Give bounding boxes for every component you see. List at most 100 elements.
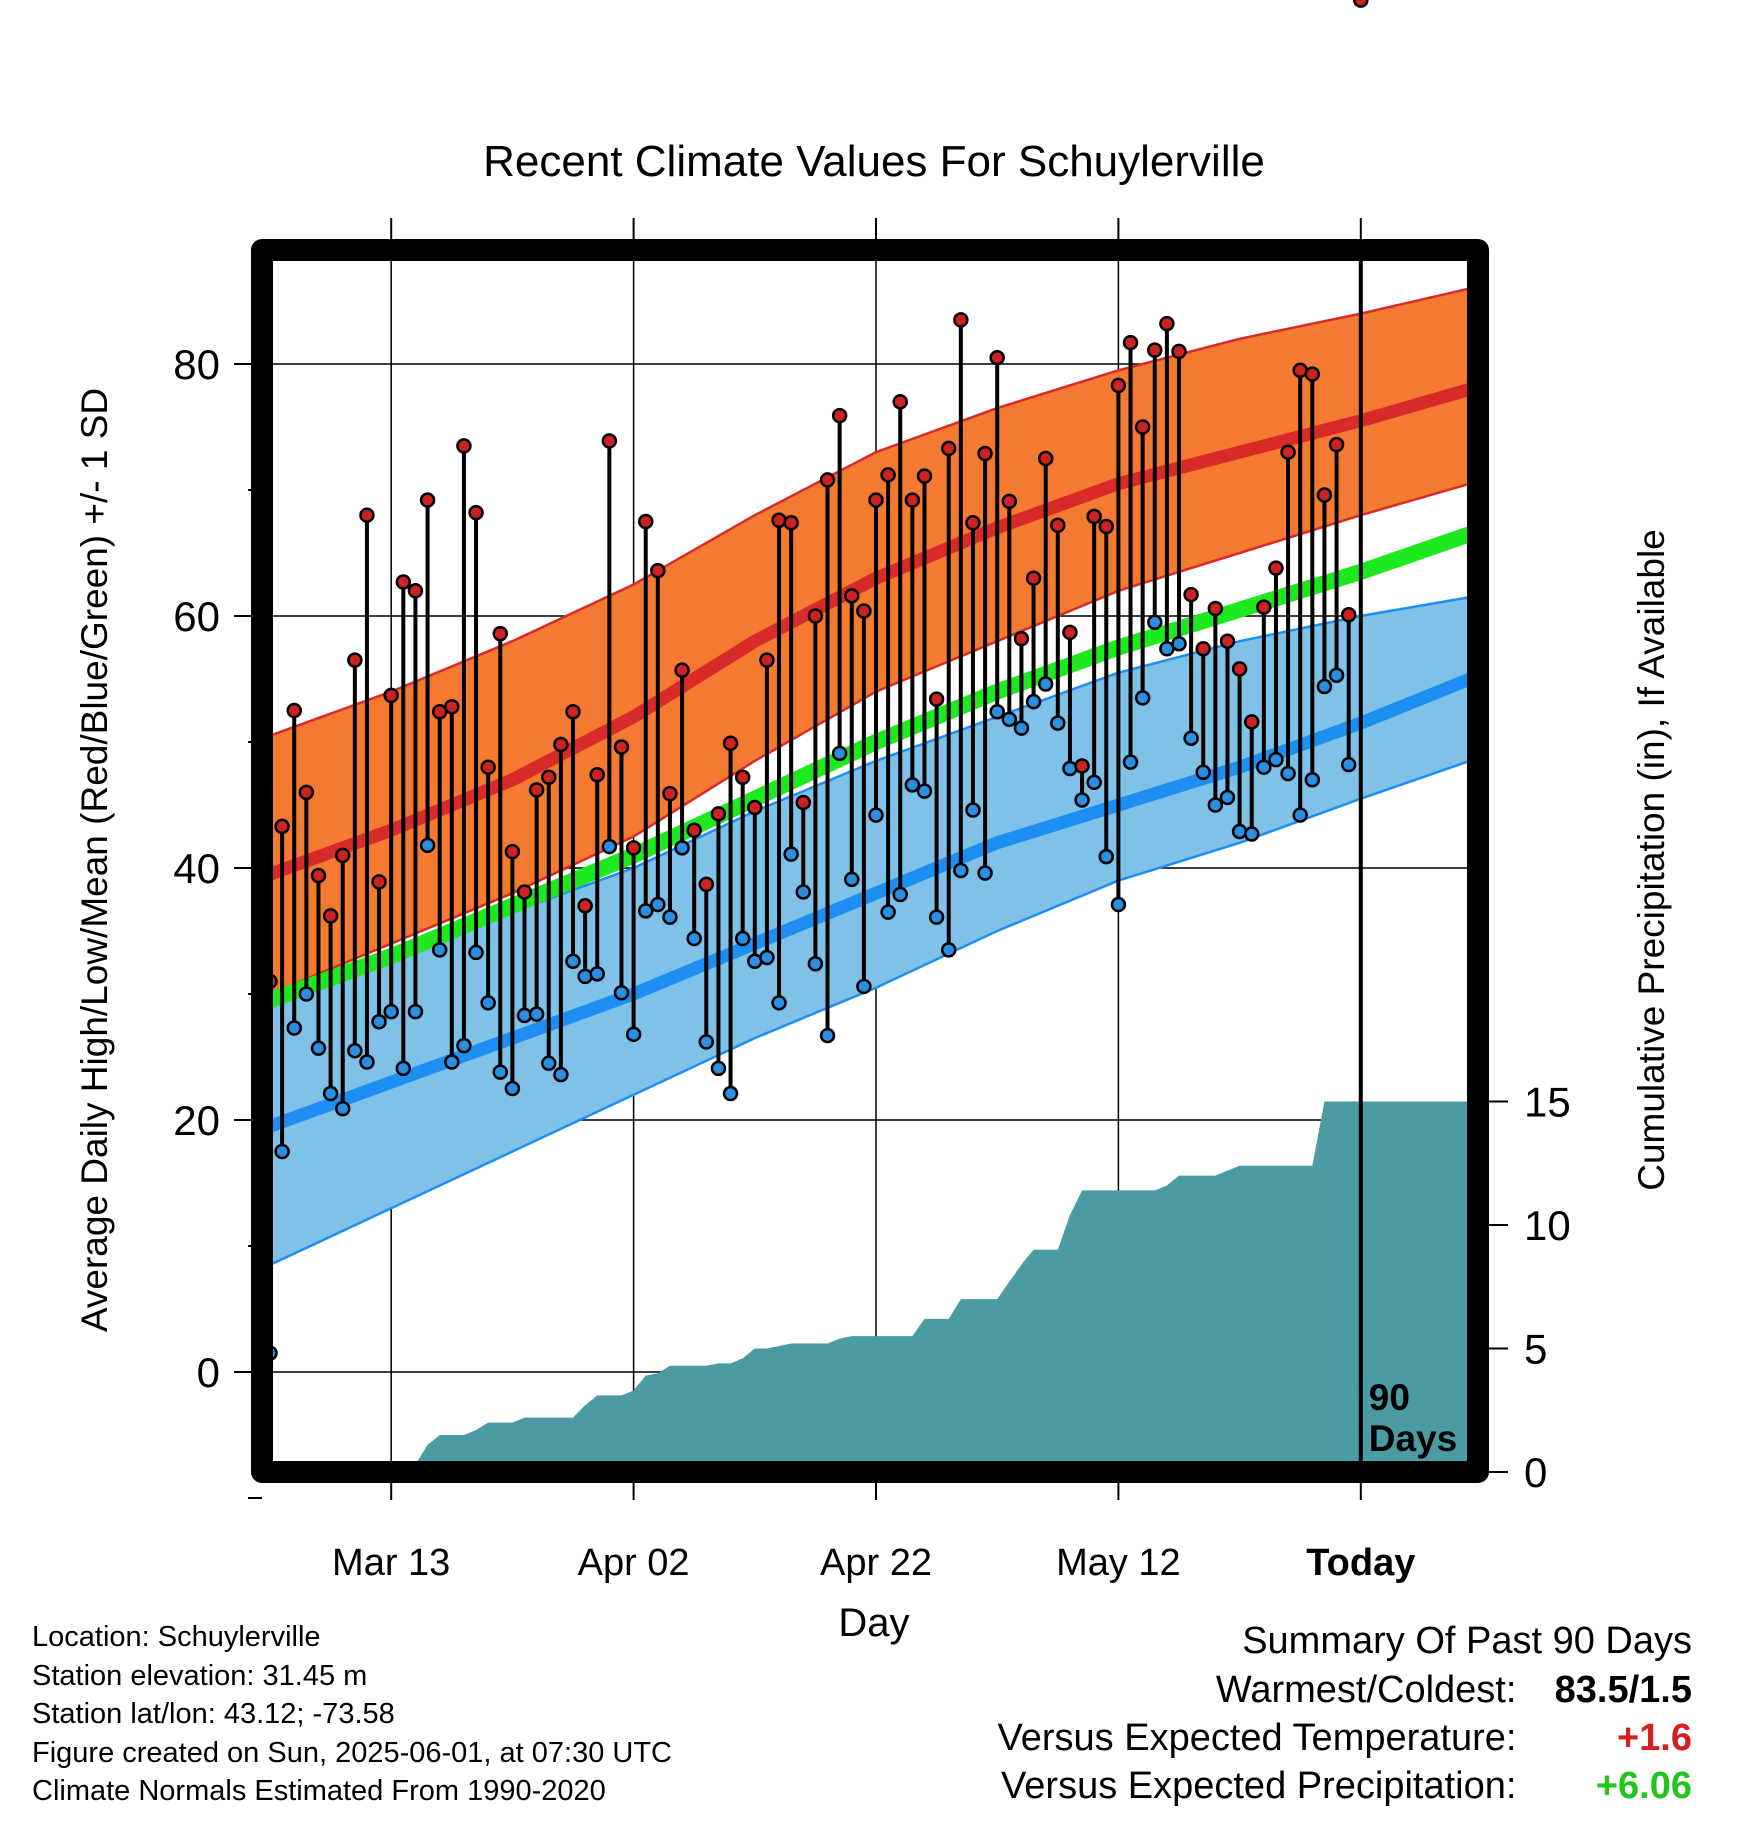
low-point-65 <box>1050 715 1066 731</box>
high-point-7 <box>347 652 363 668</box>
high-point-77 <box>1195 641 1211 657</box>
temp-anomaly-label: Versus Expected Temperature: <box>997 1717 1517 1759</box>
high-point-5 <box>322 908 339 924</box>
low-point-28 <box>601 838 618 855</box>
low-point-57 <box>953 862 969 879</box>
high-point-51 <box>880 467 896 483</box>
location-text: Location: Schuylerville <box>32 1621 321 1653</box>
high-point-37 <box>710 806 727 822</box>
high-point-71 <box>1122 334 1139 351</box>
low-point-5 <box>322 1085 339 1102</box>
high-point-21 <box>516 884 533 900</box>
high-point-19 <box>492 625 509 642</box>
high-point-58 <box>965 515 981 531</box>
low-point-51 <box>880 904 896 920</box>
low-point-81 <box>1243 826 1260 842</box>
high-point-12 <box>407 583 424 599</box>
low-point-56 <box>940 942 957 958</box>
daily-points <box>262 0 1369 1361</box>
y-tick-label-4: 80 <box>173 341 220 388</box>
low-point-19 <box>492 1064 509 1080</box>
high-point-4 <box>310 867 327 884</box>
precip-area <box>270 1101 1470 1472</box>
low-point-66 <box>1062 760 1078 777</box>
low-point-67 <box>1074 792 1090 808</box>
low-point-18 <box>480 995 496 1011</box>
created-text: Figure created on Sun, 2025-06-01, at 07… <box>32 1736 672 1769</box>
high-point-83 <box>1268 560 1284 576</box>
high-point-25 <box>565 704 581 720</box>
low-point-58 <box>965 802 981 818</box>
low-point-49 <box>856 978 872 995</box>
low-point-46 <box>819 1027 836 1044</box>
low-point-6 <box>334 1100 351 1117</box>
low-point-13 <box>419 837 436 854</box>
high-point-76 <box>1183 586 1199 603</box>
y2-axis-label: Cumulative Precipitation (in), If Availa… <box>1631 529 1672 1191</box>
high-point-11 <box>395 574 412 590</box>
high-point-54 <box>916 468 933 484</box>
high-point-39 <box>734 769 751 786</box>
high-point-34 <box>674 662 690 678</box>
daily-range-sticks <box>268 319 1351 1354</box>
low-point-39 <box>734 930 751 947</box>
low-point-12 <box>407 1003 424 1020</box>
high-point-69 <box>1098 518 1115 535</box>
high-point-45 <box>807 608 824 624</box>
high-point-86 <box>1304 366 1321 382</box>
low-point-55 <box>928 909 945 925</box>
high-point-38 <box>722 735 739 752</box>
low-point-34 <box>674 840 690 856</box>
high-point-36 <box>698 876 715 893</box>
low-point-32 <box>650 896 666 913</box>
low-point-45 <box>807 956 824 972</box>
low-point-75 <box>1171 635 1187 652</box>
high-point-8 <box>359 507 375 523</box>
y-tick-label-3: 60 <box>173 593 220 640</box>
high-point-65 <box>1050 517 1066 534</box>
low-point-23 <box>541 1055 557 1072</box>
high-point-15 <box>444 698 460 715</box>
high-point-33 <box>662 785 678 802</box>
low-normal-line <box>267 672 1473 1133</box>
low-point-14 <box>431 942 448 958</box>
axes: 0 20 40 60 80 0 5 10 15 Mar 13 Apr 02 Apr 22 May 12 T… <box>173 218 1571 1584</box>
high-point-22 <box>528 782 545 798</box>
high-point-52 <box>892 394 908 410</box>
low-point-60 <box>989 704 1005 720</box>
high-point-9 <box>371 874 387 890</box>
low-point-53 <box>904 777 921 793</box>
today-marker-label-days: 90 <box>1369 1377 1410 1418</box>
low-point-31 <box>637 903 654 919</box>
high-point-70 <box>1110 377 1127 394</box>
y-tick-label-2: 40 <box>173 845 220 892</box>
x-tick-label-0: Mar 13 <box>332 1542 450 1584</box>
low-point-72 <box>1134 690 1151 706</box>
low-point-54 <box>916 783 933 799</box>
summary-header: Summary Of Past 90 Days <box>1242 1620 1692 1662</box>
high-point-78 <box>1207 600 1224 617</box>
x-tick-label-2: Apr 22 <box>820 1542 932 1584</box>
latlon-text: Station lat/lon: 43.12; -73.58 <box>32 1698 395 1730</box>
warmest-value: 83.5/1.5 <box>1554 1669 1692 1711</box>
low-point-8 <box>359 1054 375 1070</box>
high-point-64 <box>1037 450 1054 467</box>
low-point-1 <box>274 1143 290 1160</box>
high-point-20 <box>504 843 521 860</box>
low-point-86 <box>1304 772 1321 788</box>
high-point-49 <box>856 603 872 619</box>
normal-bands <box>267 286 1473 1267</box>
low-point-64 <box>1037 676 1054 692</box>
y2-tick-label-2: 10 <box>1524 1202 1571 1249</box>
low-point-25 <box>565 953 581 969</box>
high-point-73 <box>1147 342 1163 358</box>
high-point-2 <box>286 702 302 719</box>
high-point-87 <box>1316 487 1333 503</box>
elevation-text: Station elevation: 31.45 m <box>32 1659 368 1692</box>
temp-anomaly-value: +1.6 <box>1616 1717 1692 1759</box>
y-axis-label: Average Daily High/Low/Mean (Red/Blue/Gr… <box>74 388 115 1332</box>
low-point-68 <box>1086 774 1102 791</box>
high-point-23 <box>541 769 557 786</box>
low-point-82 <box>1256 759 1272 775</box>
